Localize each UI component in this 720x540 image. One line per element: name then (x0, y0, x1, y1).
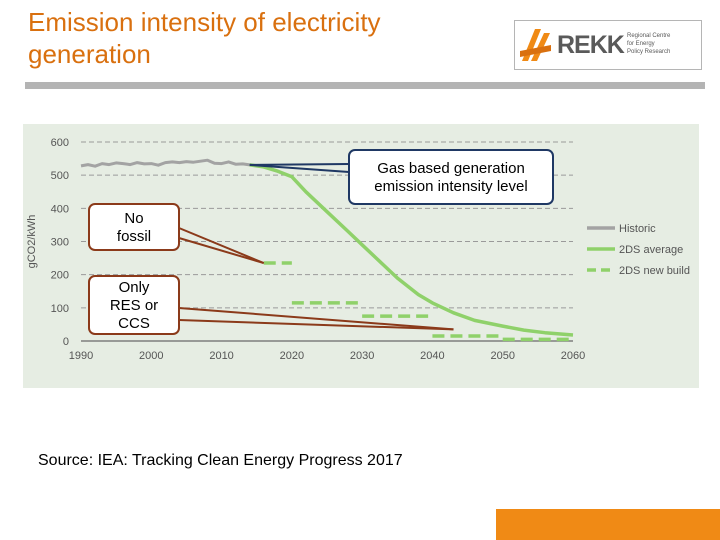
x-tick-label: 2050 (490, 350, 514, 362)
legend-layer: Historic 2DS average 2DS new build (587, 223, 690, 277)
chart-panel: 0 100 200 300 400 500 600 1990 2000 2010 2020 2030 2… (23, 124, 699, 388)
title-rule (25, 82, 705, 89)
logo-mark-icon (520, 29, 551, 61)
series-layer (80, 158, 574, 342)
logo-wordmark: REKK (557, 31, 625, 59)
x-tick-label: 2010 (209, 350, 233, 362)
callout-leader (178, 319, 454, 331)
y-tick-label: 300 (51, 237, 69, 249)
callout-text: Gas based generation (377, 160, 525, 177)
rekk-logo: REKK Regional Centre for Energy Policy R… (514, 20, 702, 70)
legend-label: Historic (619, 223, 656, 235)
logo-subtitle-line: Regional Centre (627, 33, 671, 39)
y-tick-label: 600 (51, 137, 69, 149)
callout-leader (249, 163, 350, 173)
slide-title: Emission intensity of electricity genera… (28, 7, 381, 69)
callout-text: CCS (118, 315, 150, 332)
y-tick-label: 0 (63, 336, 69, 348)
y-tick-label: 400 (51, 203, 69, 215)
callout-leader (178, 227, 265, 264)
accent-bar (496, 509, 720, 540)
x-tick-label: 2020 (280, 350, 304, 362)
callout-text: emission intensity level (374, 178, 527, 195)
series-line-historic (80, 158, 250, 168)
callout-leader (178, 237, 265, 265)
logo-subtitle-line: Policy Research (627, 49, 671, 55)
x-tick-label: 2030 (350, 350, 374, 362)
callout-leader (178, 307, 454, 331)
axis-layer: 0 100 200 300 400 500 600 1990 2000 2010 2020 2030 2… (26, 137, 585, 362)
emission-chart: 0 100 200 300 400 500 600 1990 2000 2010 2020 2030 2… (26, 137, 690, 362)
y-tick-label: 200 (51, 270, 69, 282)
callout-box (88, 275, 180, 335)
callout-text: RES or (110, 297, 158, 314)
callout-box (348, 149, 554, 205)
callout-text: No (124, 210, 143, 227)
callout-text: fossil (117, 228, 151, 245)
x-tick-label: 1990 (69, 350, 93, 362)
x-tick-label: 2060 (561, 350, 585, 362)
x-tick-label: 2000 (139, 350, 163, 362)
series-line-2ds-average (249, 163, 574, 337)
callout-box (88, 203, 180, 251)
y-axis-label: gCO2/kWh (26, 215, 38, 269)
legend-label: 2DS average (619, 244, 683, 256)
logo-subtitle-line: for Energy (627, 41, 655, 47)
logo-subtitle: Regional Centre for Energy Policy Resear… (627, 32, 699, 56)
legend-label: 2DS new build (619, 265, 690, 277)
callout-leader (249, 163, 350, 166)
source-note: Source: IEA: Tracking Clean Energy Progr… (38, 452, 403, 469)
callout-text: Only (119, 279, 150, 296)
y-tick-label: 500 (51, 170, 69, 182)
y-tick-label: 100 (51, 303, 69, 315)
x-tick-label: 2040 (420, 350, 444, 362)
